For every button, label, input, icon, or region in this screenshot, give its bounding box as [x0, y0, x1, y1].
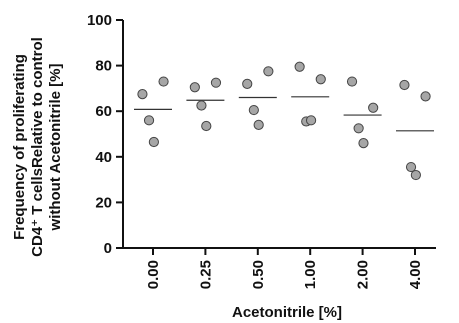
data-point — [158, 76, 169, 87]
data-point — [137, 89, 148, 100]
data-points — [137, 61, 431, 181]
y-tick-label: 20 — [95, 194, 112, 211]
data-point — [368, 102, 379, 113]
x-tick-label: 2.00 — [355, 260, 372, 289]
x-axis-title: Acetonitrile [%] — [232, 304, 342, 321]
y-tick-label: 40 — [95, 149, 112, 166]
data-point — [315, 74, 326, 85]
data-point — [399, 79, 410, 91]
y-axis-title-line-2: CD4⁺ T cellsRelative to control — [29, 37, 46, 257]
data-point — [196, 100, 207, 111]
data-point — [358, 138, 369, 149]
data-point — [346, 76, 358, 87]
mean-lines — [134, 96, 434, 132]
data-point — [143, 115, 155, 126]
data-point — [353, 123, 364, 134]
x-tick-label: 0.25 — [197, 260, 214, 289]
x-tick-label: 4.00 — [407, 260, 424, 289]
x-tick-label: 1.00 — [302, 260, 319, 289]
data-point — [148, 136, 159, 148]
data-point — [201, 120, 212, 132]
y-tick-label: 100 — [87, 12, 112, 29]
y-tick-label: 60 — [95, 103, 112, 120]
x-axis-ticks: 0.00 0.25 0.50 1.00 2.00 4.00 — [145, 248, 424, 289]
data-point — [189, 82, 200, 93]
y-axis-title: Frequency of proliferating CD4⁺ T cellsR… — [11, 37, 64, 257]
y-axis-ticks: 0 20 40 60 80 100 — [87, 12, 123, 257]
data-point — [420, 91, 431, 102]
data-point — [248, 104, 259, 116]
y-axis-title-line-1: Frequency of proliferating — [11, 54, 28, 240]
data-point — [410, 169, 421, 181]
data-point — [263, 66, 274, 77]
data-point — [294, 61, 305, 72]
data-point — [305, 115, 317, 126]
x-tick-label: 0.50 — [250, 260, 267, 289]
y-axis-title-line-3: without Acetonitrile [%] — [47, 64, 64, 232]
y-tick-label: 0 — [104, 240, 112, 257]
data-point — [210, 77, 222, 88]
data-point — [405, 161, 417, 173]
data-point — [253, 119, 264, 130]
data-point — [242, 78, 253, 89]
y-tick-label: 80 — [95, 58, 112, 75]
x-tick-label: 0.00 — [145, 260, 162, 289]
